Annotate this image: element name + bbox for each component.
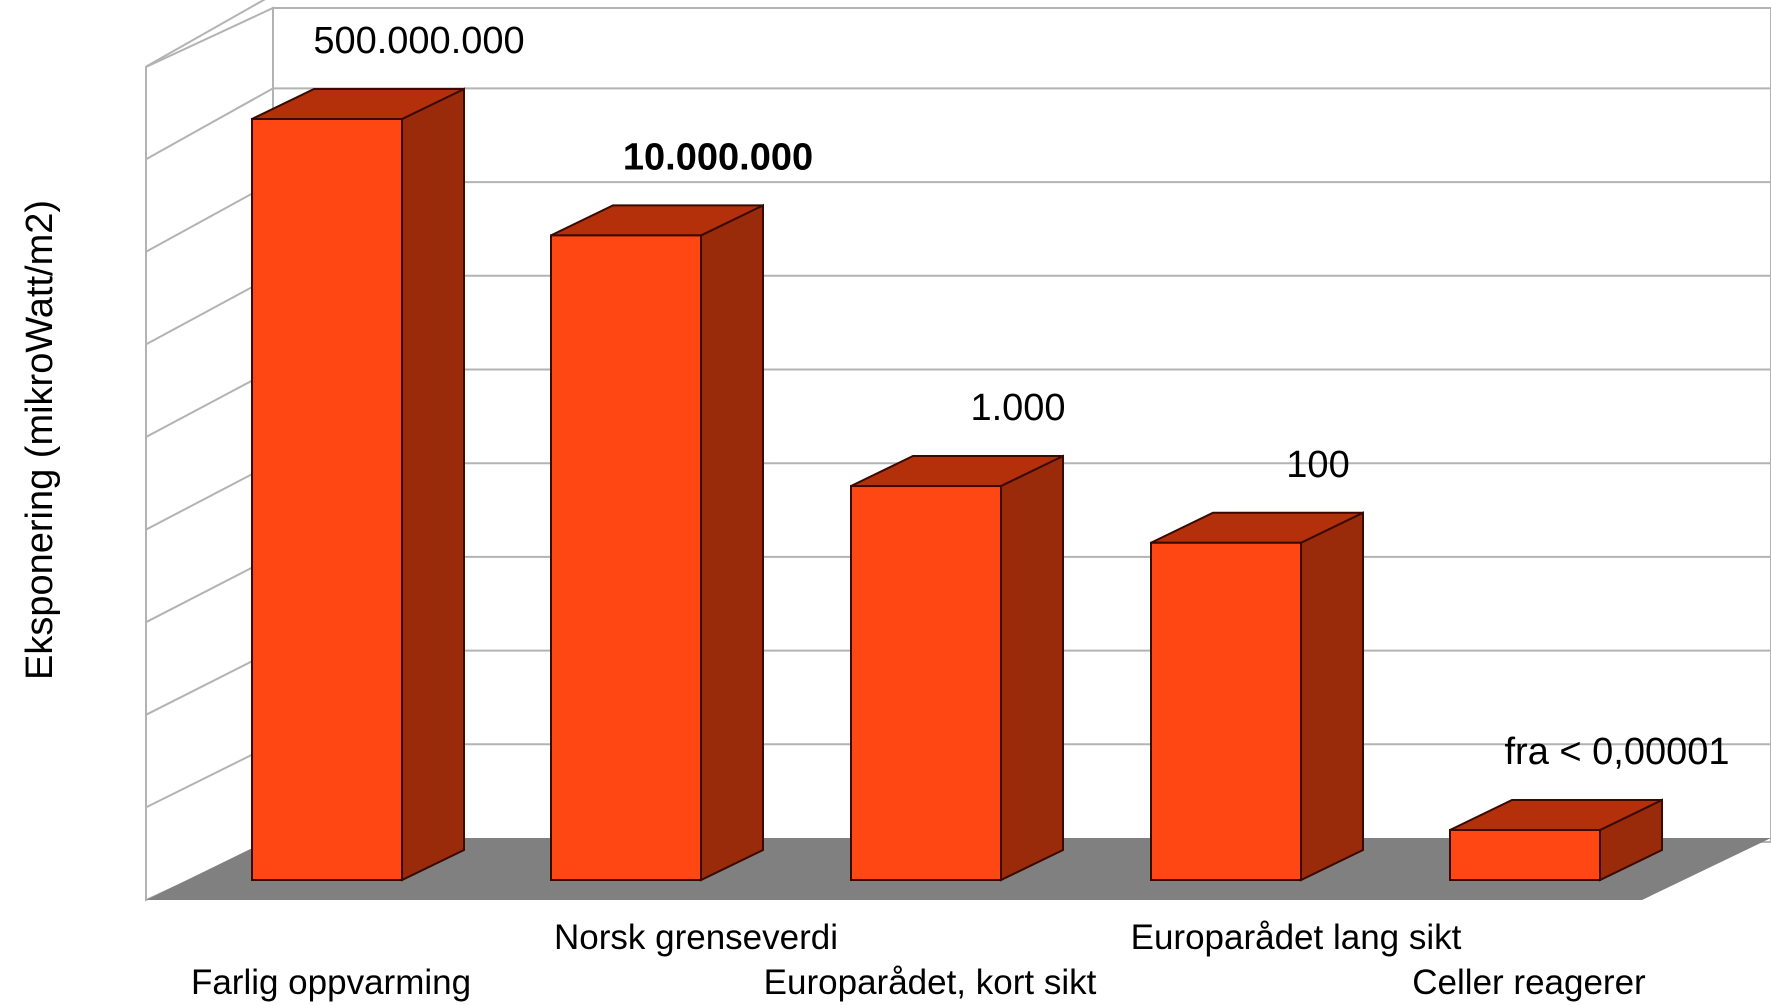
- value-labels: 500.000.000 10.000.000 1.000 100 fra < 0,000…: [313, 20, 1729, 773]
- category-label: Europarådet lang sikt: [1131, 918, 1462, 957]
- bar-side: [700, 203, 764, 882]
- category-label: Farlig oppvarming: [191, 963, 471, 1002]
- data-label: 100: [1286, 444, 1349, 486]
- bar-front: [550, 234, 702, 881]
- data-label: 10.000.000: [623, 136, 813, 178]
- bar-front: [850, 485, 1002, 881]
- bar-side: [1300, 511, 1364, 882]
- bar: [1449, 798, 1663, 882]
- bar: [251, 87, 465, 882]
- category-labels: Farlig oppvarming Norsk grenseverdi Europa…: [191, 918, 1646, 1002]
- category-label: Celler reagerer: [1412, 963, 1646, 1002]
- bar: [1150, 511, 1364, 882]
- bars: [251, 87, 1663, 882]
- bar-front: [1449, 829, 1601, 881]
- bar-front: [251, 118, 403, 881]
- gridline: [145, 87, 1771, 161]
- bar: [850, 454, 1064, 882]
- bar: [550, 203, 764, 882]
- data-label: 500.000.000: [313, 20, 524, 62]
- category-label: Norsk grenseverdi: [554, 918, 838, 957]
- gridline: [145, 0, 266, 68]
- bar-front: [1150, 541, 1302, 881]
- y-axis-label: Eksponering (mikroWatt/m2): [19, 200, 61, 680]
- data-label: fra < 0,00001: [1504, 731, 1729, 773]
- bar-side: [401, 87, 465, 882]
- data-label: 1.000: [970, 387, 1065, 429]
- category-label: Europarådet, kort sikt: [764, 963, 1097, 1002]
- bar-side: [1000, 454, 1064, 882]
